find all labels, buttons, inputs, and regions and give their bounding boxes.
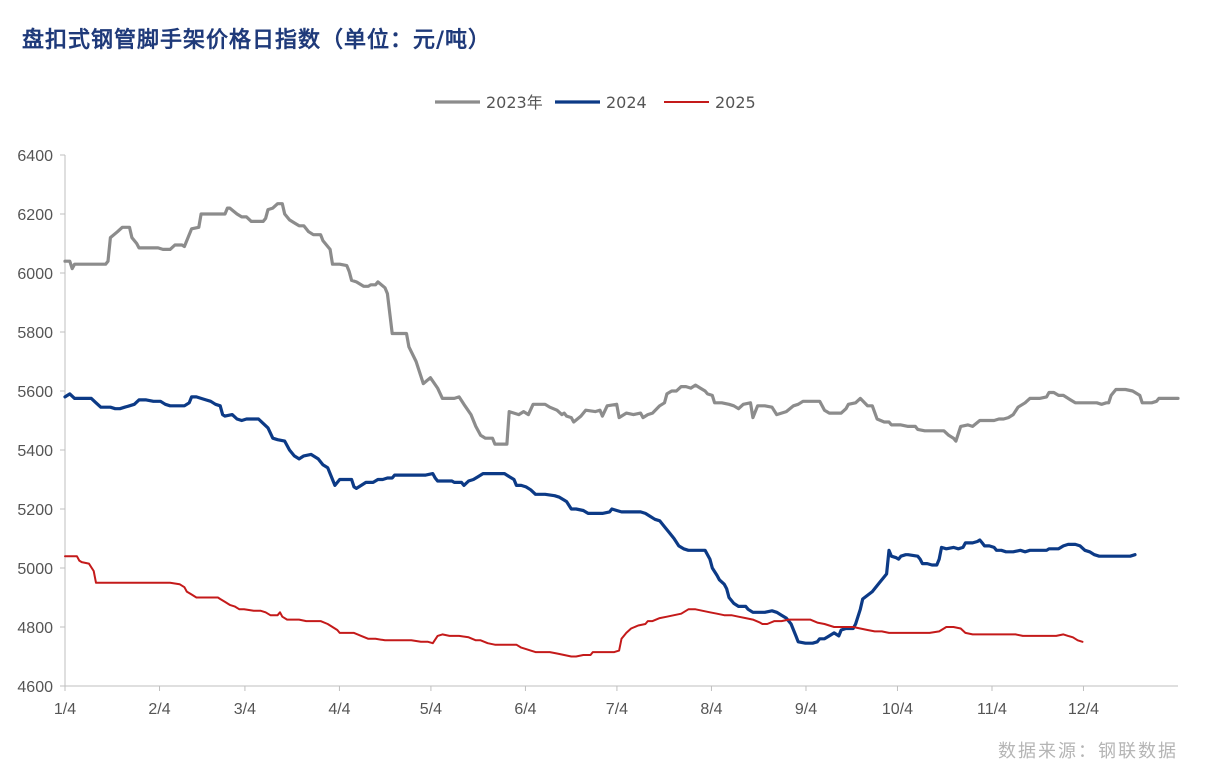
series-lines xyxy=(63,202,1180,658)
y-tick-label: 4800 xyxy=(17,620,53,637)
x-tick-label: 11/4 xyxy=(977,701,1007,718)
y-tick-label: 4600 xyxy=(17,679,53,696)
legend-label-3: 2025 xyxy=(715,93,756,112)
y-tick-label: 5800 xyxy=(17,325,53,342)
legend: 2023年 2024 2025 xyxy=(435,93,756,112)
x-tick-label: 8/4 xyxy=(700,701,722,718)
x-tick-label: 10/4 xyxy=(882,701,913,718)
x-tick-label: 6/4 xyxy=(514,701,536,718)
y-tick-label: 6200 xyxy=(17,207,53,224)
x-tick-label: 9/4 xyxy=(795,701,817,718)
x-tick-label: 3/4 xyxy=(234,701,256,718)
x-tick-label: 12/4 xyxy=(1068,701,1099,718)
series-line-3 xyxy=(64,555,1084,658)
y-tick-label: 5400 xyxy=(17,443,53,460)
chart-title: 盘扣式钢管脚手架价格日指数（单位：元/吨） xyxy=(22,27,492,53)
x-tick-label: 4/4 xyxy=(328,701,350,718)
y-tick-label: 5000 xyxy=(17,561,53,578)
x-tick-label: 1/4 xyxy=(54,701,76,718)
legend-label-2: 2024 xyxy=(606,93,647,112)
y-tick-label: 6400 xyxy=(17,148,53,165)
x-tick-label: 7/4 xyxy=(606,701,628,718)
data-source: 数据来源：钢联数据 xyxy=(998,741,1178,762)
series-line-2 xyxy=(63,392,1137,645)
y-tick-label: 5600 xyxy=(17,384,53,401)
x-tick-label: 2/4 xyxy=(148,701,170,718)
y-tick-label: 5200 xyxy=(17,502,53,519)
legend-label-1: 2023年 xyxy=(486,93,543,112)
series-line-1 xyxy=(63,202,1180,446)
y-tick-label: 6000 xyxy=(17,266,53,283)
x-tick-label: 5/4 xyxy=(420,701,442,718)
axes: 4600 4800 5000 5200 5400 5600 5800 6000 6200 6400… xyxy=(17,148,1178,718)
